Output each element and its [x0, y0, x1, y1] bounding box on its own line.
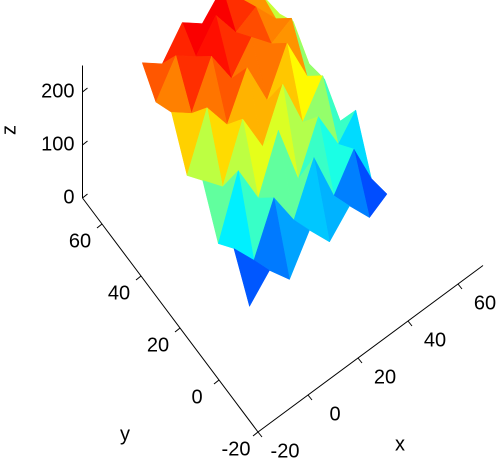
y-tick [135, 275, 142, 281]
x-tick [357, 357, 363, 364]
y-tick [213, 379, 220, 385]
y-tick-label: 40 [108, 282, 130, 304]
z-tick-label: 200 [41, 80, 74, 102]
z-tick [82, 87, 88, 93]
y-tick-label: 20 [147, 334, 169, 356]
x-tick [457, 283, 463, 290]
x-tick-label: 20 [374, 366, 396, 388]
axis-line [82, 197, 259, 433]
y-tick-label: 60 [69, 230, 91, 252]
y-tick [252, 431, 259, 437]
y-tick [174, 327, 181, 333]
surface-patch [233, 247, 270, 308]
axis-line [257, 265, 484, 433]
y-tick [96, 223, 103, 229]
x-tick [257, 431, 263, 438]
y-axis-label: y [120, 423, 130, 445]
x-tick [307, 394, 313, 401]
y-tick-label: -20 [222, 438, 251, 460]
x-tick-label: 60 [474, 292, 496, 314]
z-tick-label: 0 [63, 186, 74, 208]
x-tick-label: 40 [424, 329, 446, 351]
x-tick-label: 0 [329, 403, 340, 425]
y-tick-label: 0 [191, 386, 202, 408]
z-tick [82, 140, 88, 146]
x-tick-label: -20 [271, 440, 300, 462]
x-axis-label: x [395, 433, 405, 455]
z-axis-label: z [0, 125, 20, 135]
z-tick [82, 193, 88, 199]
z-tick-label: 100 [41, 133, 74, 155]
x-tick [407, 320, 413, 327]
surface [141, 0, 388, 308]
